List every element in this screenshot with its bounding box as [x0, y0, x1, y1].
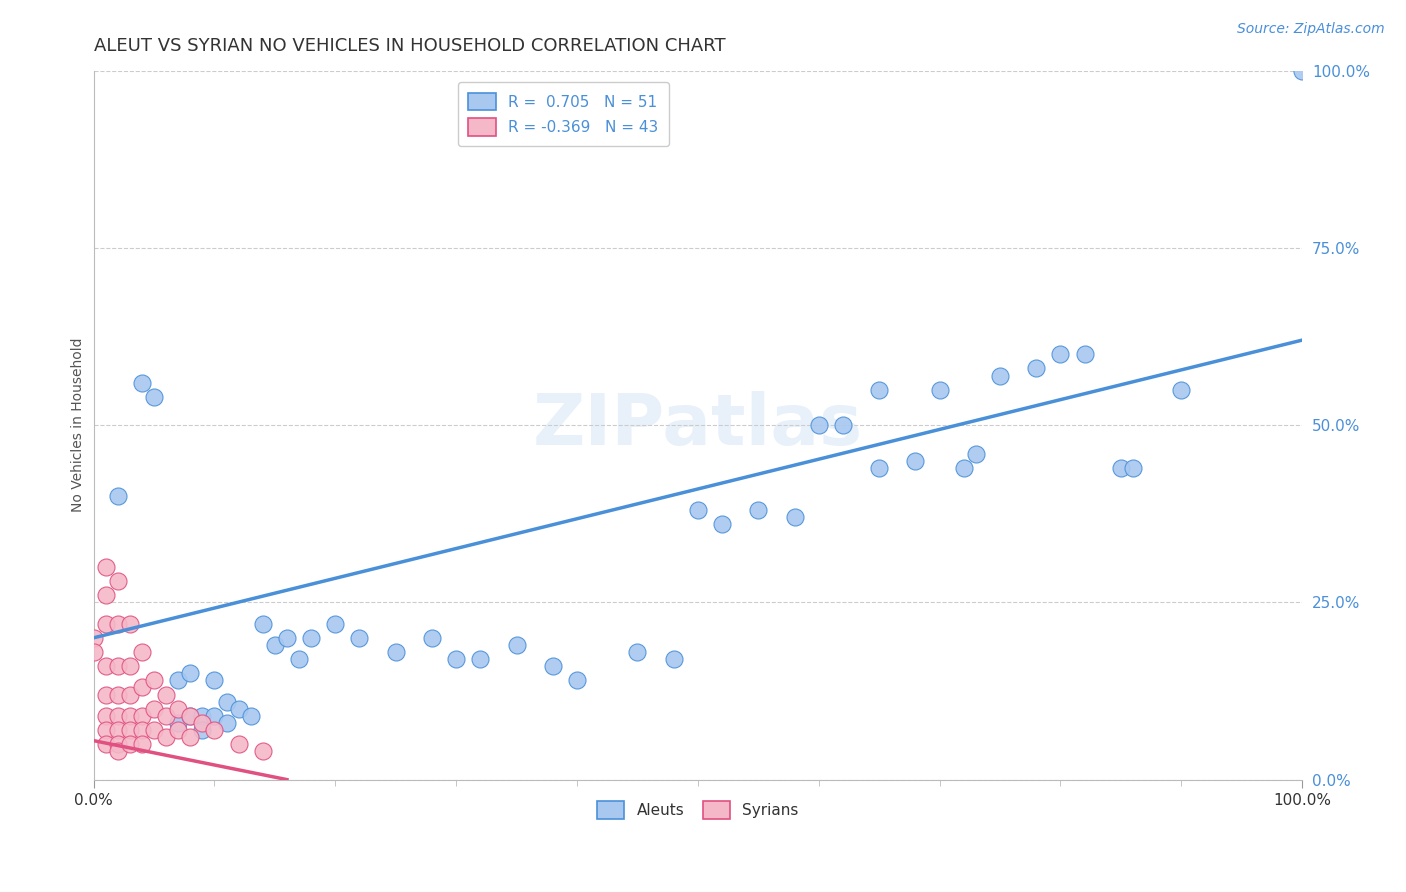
Point — [118, 659, 141, 673]
Point — [747, 503, 769, 517]
Point — [167, 673, 190, 688]
Y-axis label: No Vehicles in Household: No Vehicles in Household — [72, 338, 86, 512]
Text: Source: ZipAtlas.com: Source: ZipAtlas.com — [1237, 22, 1385, 37]
Point — [107, 574, 129, 588]
Point — [94, 708, 117, 723]
Point — [1073, 347, 1095, 361]
Point — [626, 645, 648, 659]
Point — [349, 631, 371, 645]
Point — [204, 708, 226, 723]
Text: ALEUT VS SYRIAN NO VEHICLES IN HOUSEHOLD CORRELATION CHART: ALEUT VS SYRIAN NO VEHICLES IN HOUSEHOLD… — [94, 37, 725, 55]
Point — [131, 708, 153, 723]
Point — [299, 631, 322, 645]
Point — [179, 666, 201, 681]
Point — [384, 645, 406, 659]
Point — [107, 708, 129, 723]
Point — [143, 673, 166, 688]
Point — [143, 702, 166, 716]
Point — [868, 383, 890, 397]
Point — [191, 715, 214, 730]
Point — [118, 688, 141, 702]
Point — [107, 723, 129, 737]
Point — [191, 723, 214, 737]
Point — [107, 737, 129, 751]
Point — [94, 723, 117, 737]
Point — [444, 652, 467, 666]
Point — [131, 376, 153, 390]
Point — [928, 383, 950, 397]
Point — [952, 460, 974, 475]
Point — [191, 708, 214, 723]
Point — [94, 737, 117, 751]
Point — [420, 631, 443, 645]
Point — [470, 652, 492, 666]
Point — [215, 695, 238, 709]
Point — [94, 588, 117, 602]
Point — [118, 616, 141, 631]
Text: ZIPatlas: ZIPatlas — [533, 391, 863, 459]
Point — [832, 418, 855, 433]
Point — [276, 631, 298, 645]
Point — [179, 730, 201, 744]
Point — [83, 645, 105, 659]
Point — [179, 708, 201, 723]
Point — [131, 737, 153, 751]
Point — [904, 453, 927, 467]
Point — [107, 616, 129, 631]
Point — [155, 688, 177, 702]
Point — [94, 560, 117, 574]
Point — [107, 688, 129, 702]
Point — [204, 673, 226, 688]
Point — [1025, 361, 1047, 376]
Point — [107, 489, 129, 503]
Point — [143, 390, 166, 404]
Point — [215, 715, 238, 730]
Point — [1170, 383, 1192, 397]
Point — [179, 708, 201, 723]
Point — [565, 673, 588, 688]
Point — [252, 744, 274, 758]
Point — [94, 659, 117, 673]
Point — [155, 708, 177, 723]
Point — [155, 730, 177, 744]
Point — [167, 723, 190, 737]
Point — [204, 723, 226, 737]
Point — [131, 723, 153, 737]
Point — [228, 737, 250, 751]
Point — [783, 510, 806, 524]
Point — [118, 723, 141, 737]
Point — [1122, 460, 1144, 475]
Point — [118, 708, 141, 723]
Point — [143, 723, 166, 737]
Point — [1049, 347, 1071, 361]
Point — [107, 659, 129, 673]
Point — [662, 652, 685, 666]
Point — [541, 659, 564, 673]
Point — [118, 737, 141, 751]
Point — [228, 702, 250, 716]
Point — [252, 616, 274, 631]
Point — [167, 715, 190, 730]
Point — [1109, 460, 1132, 475]
Point — [94, 688, 117, 702]
Point — [288, 652, 311, 666]
Point — [711, 517, 734, 532]
Point — [167, 702, 190, 716]
Point — [965, 446, 987, 460]
Point — [1291, 63, 1313, 78]
Point — [131, 645, 153, 659]
Point — [107, 744, 129, 758]
Point — [239, 708, 262, 723]
Point — [686, 503, 709, 517]
Point — [323, 616, 346, 631]
Point — [83, 631, 105, 645]
Point — [505, 638, 527, 652]
Point — [988, 368, 1011, 383]
Point — [263, 638, 285, 652]
Point — [94, 616, 117, 631]
Point — [807, 418, 830, 433]
Point — [131, 681, 153, 695]
Legend: Aleuts, Syrians: Aleuts, Syrians — [591, 796, 806, 825]
Point — [868, 460, 890, 475]
